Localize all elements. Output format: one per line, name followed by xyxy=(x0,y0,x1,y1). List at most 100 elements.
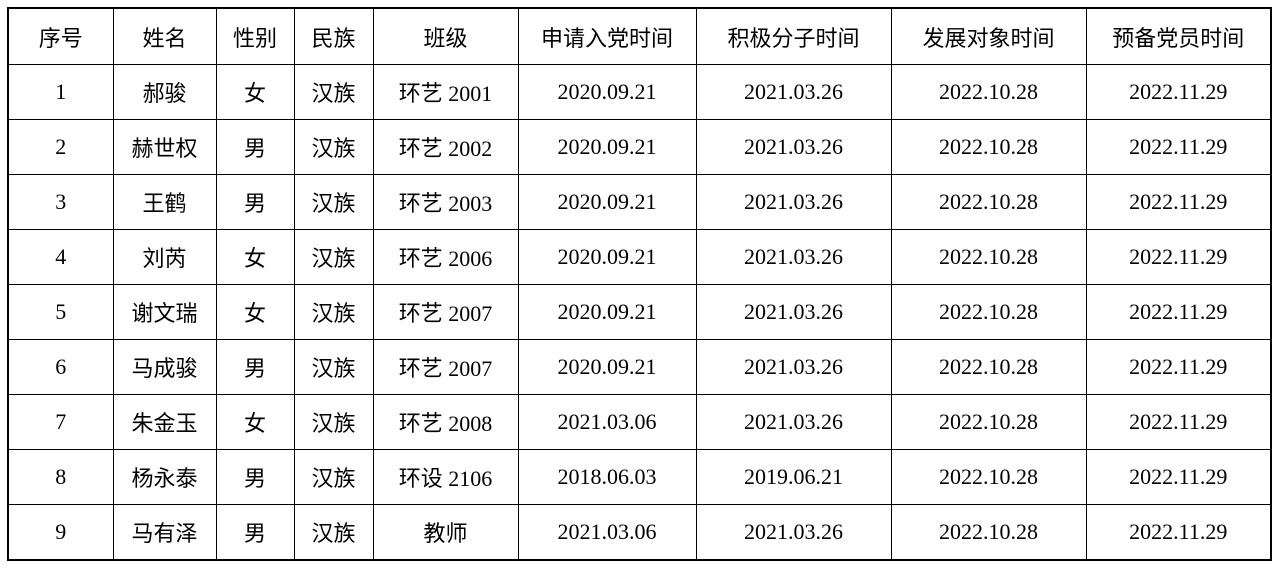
table-row: 5 谢文瑞女汉族 环艺 2007 2020.09.21 2021.03.26 2022.1… xyxy=(7,284,1272,340)
table-cell: 2022.10.28 xyxy=(890,229,1087,285)
table-row: 7 朱金玉女汉族 环艺 2008 2021.03.06 2021.03.26 2022.1… xyxy=(7,394,1272,450)
table-cell: 教师 xyxy=(372,504,519,561)
table-cell: 7 xyxy=(7,394,114,450)
table-cell: 2021.03.26 xyxy=(695,229,892,285)
table-cell: 2022.11.29 xyxy=(1085,284,1272,340)
table-header-row: 序号 姓名 性别 民族 班级 申请入党时间 积极分子时间 发展对象时间 预备党员… xyxy=(7,7,1272,65)
table-cell: 女 xyxy=(215,64,295,120)
table-cell: 赫世权 xyxy=(112,119,217,175)
table-cell: 环艺 2007 xyxy=(372,339,519,395)
table-cell: 男 xyxy=(215,339,295,395)
table-cell: 2 xyxy=(7,119,114,175)
column-header-gender: 性别 xyxy=(215,7,295,65)
table-cell: 王鹤 xyxy=(112,174,217,230)
table-cell: 2020.09.21 xyxy=(517,284,697,340)
table-cell: 2022.10.28 xyxy=(890,64,1087,120)
table-cell: 女 xyxy=(215,284,295,340)
table-cell: 男 xyxy=(215,449,295,505)
table-cell: 2020.09.21 xyxy=(517,174,697,230)
table-cell: 2022.10.28 xyxy=(890,119,1087,175)
table-cell: 2022.10.28 xyxy=(890,394,1087,450)
table-cell: 2022.10.28 xyxy=(890,284,1087,340)
table-cell: 环艺 2006 xyxy=(372,229,519,285)
table-row: 9 马有泽男汉族 教师 2021.03.06 2021.03.26 2022.10.28 2… xyxy=(7,504,1272,561)
table-cell: 6 xyxy=(7,339,114,395)
table-row: 3 王鹤男汉族 环艺 2003 2020.09.21 2021.03.26 2022.10… xyxy=(7,174,1272,230)
table-cell: 2021.03.26 xyxy=(695,339,892,395)
table-cell: 男 xyxy=(215,119,295,175)
table-cell: 2021.03.26 xyxy=(695,284,892,340)
member-development-table: 序号 姓名 性别 民族 班级 申请入党时间 积极分子时间 发展对象时间 预备党员… xyxy=(7,7,1272,561)
table-cell: 汉族 xyxy=(293,504,374,561)
table-cell: 2021.03.26 xyxy=(695,119,892,175)
column-header-ethnicity: 民族 xyxy=(293,7,374,65)
table-cell: 1 xyxy=(7,64,114,120)
table-row: 4 刘芮女汉族 环艺 2006 2020.09.21 2021.03.26 2022.10… xyxy=(7,229,1272,285)
table-cell: 4 xyxy=(7,229,114,285)
table-body: 1 郝骏女汉族 环艺 2001 2020.09.21 2021.03.26 2022.10… xyxy=(7,64,1272,561)
table-cell: 汉族 xyxy=(293,339,374,395)
table-cell: 男 xyxy=(215,504,295,561)
table-cell: 2022.11.29 xyxy=(1085,394,1272,450)
table-cell: 8 xyxy=(7,449,114,505)
table-cell: 2022.10.28 xyxy=(890,174,1087,230)
table-cell: 杨永泰 xyxy=(112,449,217,505)
table-cell: 环艺 2002 xyxy=(372,119,519,175)
table-cell: 马成骏 xyxy=(112,339,217,395)
table-cell: 汉族 xyxy=(293,449,374,505)
table-cell: 环艺 2007 xyxy=(372,284,519,340)
column-header-activist-time: 积极分子时间 xyxy=(695,7,892,65)
table-cell: 环艺 2003 xyxy=(372,174,519,230)
table-cell: 环设 2106 xyxy=(372,449,519,505)
table-cell: 汉族 xyxy=(293,174,374,230)
column-header-probationary-time: 预备党员时间 xyxy=(1085,7,1272,65)
table-cell: 3 xyxy=(7,174,114,230)
table-cell: 2020.09.21 xyxy=(517,339,697,395)
table-cell: 2020.09.21 xyxy=(517,229,697,285)
table-cell: 2021.03.26 xyxy=(695,504,892,561)
table-cell: 9 xyxy=(7,504,114,561)
table-cell: 2022.11.29 xyxy=(1085,449,1272,505)
column-header-serial-number: 序号 xyxy=(7,7,114,65)
table-cell: 2022.10.28 xyxy=(890,339,1087,395)
table-cell: 5 xyxy=(7,284,114,340)
table-row: 1 郝骏女汉族 环艺 2001 2020.09.21 2021.03.26 2022.10… xyxy=(7,64,1272,120)
table-cell: 2021.03.26 xyxy=(695,394,892,450)
table-cell: 汉族 xyxy=(293,119,374,175)
table-cell: 2021.03.06 xyxy=(517,504,697,561)
table-cell: 2021.03.26 xyxy=(695,174,892,230)
table-cell: 谢文瑞 xyxy=(112,284,217,340)
table-cell: 汉族 xyxy=(293,64,374,120)
table-cell: 2021.03.06 xyxy=(517,394,697,450)
column-header-name: 姓名 xyxy=(112,7,217,65)
table-cell: 2020.09.21 xyxy=(517,119,697,175)
table-cell: 环艺 2001 xyxy=(372,64,519,120)
table-cell: 刘芮 xyxy=(112,229,217,285)
table-cell: 2022.11.29 xyxy=(1085,229,1272,285)
column-header-development-time: 发展对象时间 xyxy=(890,7,1087,65)
table-cell: 2022.11.29 xyxy=(1085,174,1272,230)
table-cell: 2022.11.29 xyxy=(1085,504,1272,561)
table-cell: 女 xyxy=(215,394,295,450)
table-row: 6 马成骏男汉族 环艺 2007 2020.09.21 2021.03.26 2022.1… xyxy=(7,339,1272,395)
table-cell: 2021.03.26 xyxy=(695,64,892,120)
table-cell: 2022.11.29 xyxy=(1085,339,1272,395)
table-cell: 汉族 xyxy=(293,394,374,450)
table-cell: 环艺 2008 xyxy=(372,394,519,450)
table-cell: 2022.10.28 xyxy=(890,449,1087,505)
table-cell: 郝骏 xyxy=(112,64,217,120)
table-cell: 马有泽 xyxy=(112,504,217,561)
table-cell: 男 xyxy=(215,174,295,230)
table-cell: 2019.06.21 xyxy=(695,449,892,505)
column-header-class: 班级 xyxy=(372,7,519,65)
table-cell: 2018.06.03 xyxy=(517,449,697,505)
table-cell: 汉族 xyxy=(293,229,374,285)
table-row: 8 杨永泰男汉族 环设 2106 2018.06.03 2019.06.21 2022.1… xyxy=(7,449,1272,505)
column-header-application-time: 申请入党时间 xyxy=(517,7,697,65)
table-cell: 2020.09.21 xyxy=(517,64,697,120)
table-cell: 2022.11.29 xyxy=(1085,119,1272,175)
table-cell: 2022.11.29 xyxy=(1085,64,1272,120)
table-cell: 女 xyxy=(215,229,295,285)
table-cell: 2022.10.28 xyxy=(890,504,1087,561)
table-row: 2 赫世权男汉族 环艺 2002 2020.09.21 2021.03.26 2022.1… xyxy=(7,119,1272,175)
